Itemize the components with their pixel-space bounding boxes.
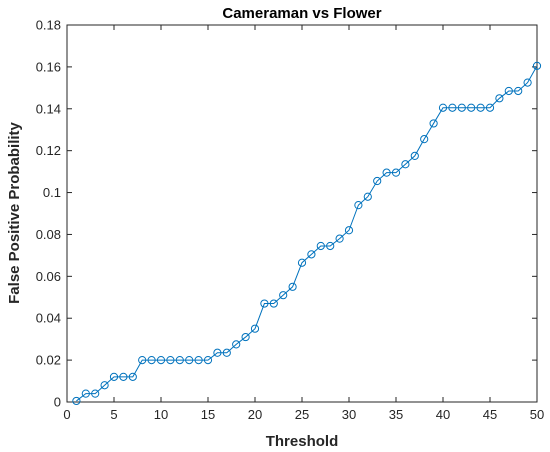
data-point [185,356,194,365]
y-tick-label: 0.04 [36,311,61,326]
data-point [514,86,523,96]
x-tick-label: 40 [436,407,450,422]
x-tick-label: 50 [530,407,544,422]
data-point [391,168,401,177]
x-tick-label: 0 [63,407,70,422]
y-tick-label: 0.06 [36,269,61,284]
data-point [344,226,354,235]
data-point [119,372,128,381]
x-axis-ticks: 0 5 10 15 20 25 30 35 40 45 50 [63,25,544,422]
data-point [194,356,203,365]
data-point [81,389,90,398]
chart-title: Cameraman vs Flower [222,5,381,22]
x-tick-label: 15 [201,407,215,422]
data-point [485,103,495,112]
data-point [354,201,363,210]
data-point [476,103,485,112]
y-tick-label: 0.02 [36,353,61,368]
data-point [335,234,344,243]
data-point [307,250,316,259]
data-point [91,389,100,398]
data-point [410,151,419,161]
data-point [100,381,109,390]
y-tick-label: 0.16 [36,59,61,74]
x-tick-label: 45 [483,407,497,422]
y-tick-label: 0.12 [36,143,61,158]
data-point [241,332,250,342]
data-point [504,86,513,96]
x-tick-label: 10 [154,407,168,422]
y-tick-label: 0.18 [36,18,61,33]
series-layer [72,61,542,406]
data-point [448,103,457,112]
data-point [438,103,448,112]
data-point [326,241,335,251]
data-point [363,192,372,201]
data-point [232,340,241,349]
data-point [279,291,288,300]
plot-area [67,25,537,402]
data-point [166,356,175,365]
data-point [156,356,166,365]
y-axis-ticks: 0 0.02 0.04 0.06 0.08 0.1 0.12 0.14 0.16 0.18 [36,18,537,410]
series-line [76,65,538,402]
x-tick-label: 30 [342,407,356,422]
data-point [467,103,476,112]
data-point [373,176,382,186]
data-point [297,258,307,267]
data-point [72,396,81,406]
data-point [128,372,137,381]
data-point [316,241,325,251]
data-point [382,168,391,177]
data-point [138,356,147,365]
data-point [175,356,184,365]
data-point [401,160,410,169]
data-point [260,299,269,308]
x-tick-label: 35 [389,407,403,422]
data-point [523,78,532,87]
y-tick-label: 0.08 [36,227,61,242]
data-point [288,282,297,291]
data-point [250,324,260,333]
data-point [147,356,156,365]
x-axis-label: Threshold [266,433,339,450]
data-point [203,356,213,365]
data-point [269,299,278,308]
data-point [532,61,542,70]
data-point [213,348,222,357]
x-tick-label: 20 [248,407,262,422]
data-point [109,372,119,381]
x-tick-label: 25 [295,407,309,422]
data-point [495,94,504,103]
y-tick-label: 0.14 [36,101,61,116]
y-tick-label: 0 [54,395,61,410]
data-point [222,348,231,357]
y-tick-label: 0.1 [43,185,61,200]
data-point [429,119,438,128]
data-point [457,103,466,112]
y-axis-label: False Positive Probability [6,121,23,303]
x-tick-label: 5 [110,407,117,422]
data-point [420,135,429,144]
